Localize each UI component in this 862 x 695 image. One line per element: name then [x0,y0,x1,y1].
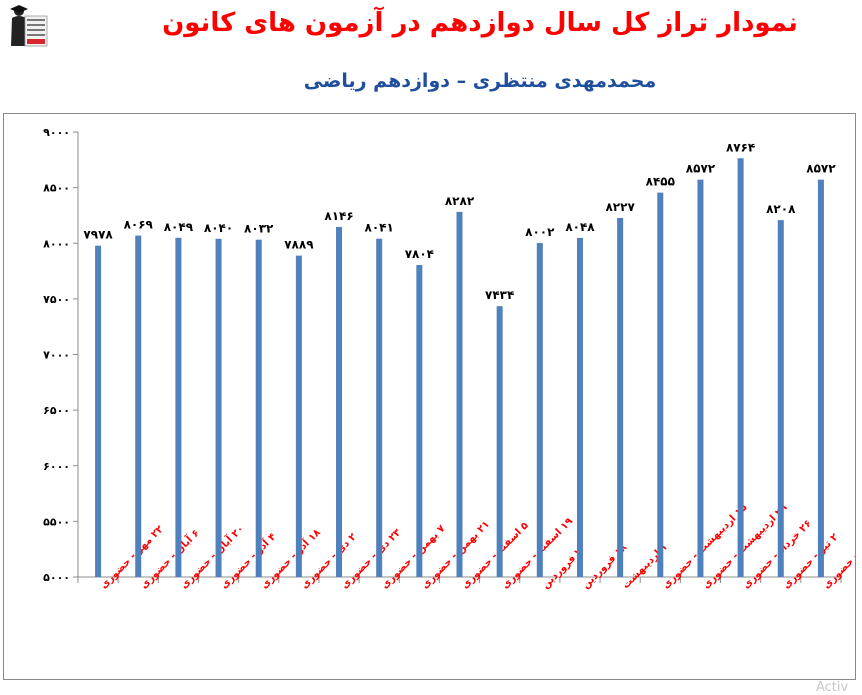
x-tick-label: ۲۱ بهمن - حضوری [420,519,492,591]
bar-value-label: ۸۵۷۲ [806,162,836,176]
bar [376,238,383,577]
bar [336,227,343,577]
y-tick-label: ۷۵۰۰ [43,293,70,306]
y-tick-label: ۸۰۰۰ [43,237,70,250]
bar [135,235,142,577]
bar [817,179,824,577]
y-tick-label: ۹۰۰۰ [43,126,70,139]
bar-value-label: ۸۰۴۰ [204,221,233,235]
bar [576,237,583,577]
bar-value-label: ۸۰۳۲ [244,222,274,236]
bar-value-label: ۸۷۶۴ [726,140,755,154]
bar-value-label: ۷۸۸۹ [284,238,314,252]
bar [295,255,302,577]
bar [215,238,222,578]
y-tick-label: ۶۵۰۰ [43,404,70,417]
y-tick-label: ۸۵۰۰ [43,182,70,195]
bar [95,245,102,577]
bar-value-label: ۸۲۸۲ [445,194,475,208]
bar [255,239,262,577]
bar [777,220,784,578]
bar [617,217,624,577]
bar-value-label: ۷۸۰۴ [405,247,434,261]
y-tick-label: ۷۰۰۰ [43,349,70,362]
bar [657,192,664,577]
bar-value-label: ۷۴۳۴ [485,288,514,302]
bar-value-label: ۸۲۰۸ [766,202,796,216]
bar-value-label: ۸۰۶۹ [124,218,154,232]
bar [496,306,503,577]
chart-title: نمودار تراز کل سال دوازدهم در آزمون های … [162,8,798,38]
bar-value-label: ۸۰۴۱ [365,221,394,235]
bar [175,237,182,577]
bar-value-label: ۸۴۵۵ [646,175,675,189]
y-tick-label: ۵۰۰۰ [43,571,70,584]
chart-subtitle: محمدمهدی منتظری – دوازدهم ریاضی [303,70,657,92]
bar-value-label: ۷۹۷۸ [83,228,113,242]
bar-value-label: ۸۱۴۶ [324,209,353,223]
bar [737,158,744,577]
bar-value-label: ۸۰۰۲ [525,225,555,239]
x-tick-label: ۲۶ خرداد - حضوری [741,518,814,591]
chart-frame: ۵۰۰۰ ۵۵۰۰ ۶۰۰۰ ۶۵۰۰ ۷۰۰۰ ۷۵۰۰ ۸۰۰۰ ۸۵۰۰ ۹۰۰۰ ۷۹۷۸… [3,113,856,680]
bar-chart: ۵۰۰۰ ۵۵۰۰ ۶۰۰۰ ۶۵۰۰ ۷۰۰۰ ۷۵۰۰ ۸۰۰۰ ۸۵۰۰ ۹۰۰۰ ۷۹۷۸… [43,126,855,591]
bar [697,179,704,577]
y-tick-label: ۵۵۰۰ [43,515,70,528]
y-tick-label: ۶۰۰۰ [43,460,70,473]
watermark-text: Activ [816,680,849,695]
bar-value-label: ۸۲۲۷ [605,200,635,214]
bar [416,265,423,577]
kanoon-logo-icon [10,5,48,47]
bar [536,243,543,577]
bar [456,211,463,577]
bar-value-label: ۸۰۴۸ [565,220,595,234]
bar-value-label: ۸۵۷۲ [686,162,716,176]
bar-value-label: ۸۰۴۹ [164,220,194,234]
